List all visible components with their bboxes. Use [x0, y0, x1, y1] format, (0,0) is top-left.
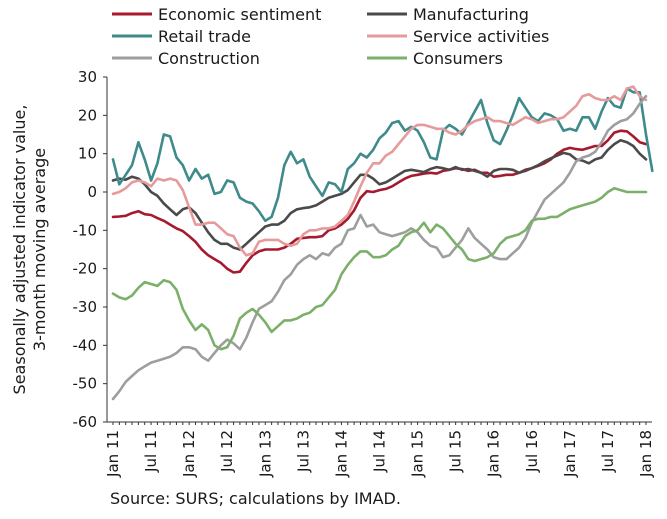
legend-label-economic-sentiment: Economic sentiment	[158, 5, 321, 24]
y-tick-label: -40	[73, 336, 98, 354]
legend-label-retail-trade: Retail trade	[158, 27, 251, 46]
x-tick-label: Jan 18	[637, 430, 655, 478]
plot-area	[111, 85, 654, 401]
y-tick-label: 0	[87, 183, 97, 201]
y-tick-label: -20	[73, 260, 98, 278]
legend-label-construction: Construction	[158, 49, 260, 68]
series-line-manufacturing	[111, 139, 648, 251]
source-note: Source: SURS; calculations by IMAD.	[110, 489, 401, 508]
series-line-retail-trade	[111, 87, 654, 223]
axes: 30 20 10 0 -10 -20 -30 -40 -50 -60 Jan 11 Jul 11 Jan…	[73, 68, 656, 478]
x-tick-label: Jul 12	[218, 430, 236, 473]
x-tick-label: Jan 15	[409, 430, 427, 478]
x-tick-label: Jan 11	[104, 430, 122, 478]
y-tick-label: -50	[73, 375, 98, 393]
series-line-service-activities	[111, 85, 648, 257]
y-tick-label: 30	[78, 68, 97, 86]
x-tick-label: Jan 13	[256, 430, 274, 478]
x-tick-label: Jan 16	[485, 430, 503, 478]
legend: Economic sentiment Manufacturing Retail tr…	[112, 5, 549, 68]
x-tick-label: Jul 11	[142, 430, 160, 473]
y-tick-label: -30	[73, 298, 98, 316]
x-tick-label: Jan 17	[561, 430, 579, 478]
y-tick-label: -10	[73, 221, 98, 239]
series-line-economic-sentiment	[111, 129, 648, 274]
x-tick-label: Jul 16	[523, 430, 541, 473]
series-line-consumers	[111, 186, 648, 351]
legend-label-service-activities: Service activities	[413, 27, 549, 46]
y-tick-label: 20	[78, 106, 97, 124]
legend-label-consumers: Consumers	[413, 49, 503, 68]
y-tick-label: 10	[78, 145, 97, 163]
series-line-construction	[111, 94, 648, 401]
y-tick-label: -60	[73, 413, 98, 431]
x-tick-label: Jan 14	[332, 430, 350, 478]
x-tick-label: Jul 14	[371, 430, 389, 473]
x-tick-label: Jul 13	[294, 430, 312, 473]
y-axis-title-line: 3-month moving average	[30, 148, 49, 351]
x-tick-label: Jul 17	[599, 430, 617, 473]
y-axis-title-line: Seasonally adjusted indicator value,	[10, 105, 29, 395]
y-axis-title: Seasonally adjusted indicator value, 3-mo…	[10, 105, 49, 395]
x-tick-label: Jul 15	[447, 430, 465, 473]
x-tick-label: Jan 12	[180, 430, 198, 478]
legend-label-manufacturing: Manufacturing	[413, 5, 529, 24]
